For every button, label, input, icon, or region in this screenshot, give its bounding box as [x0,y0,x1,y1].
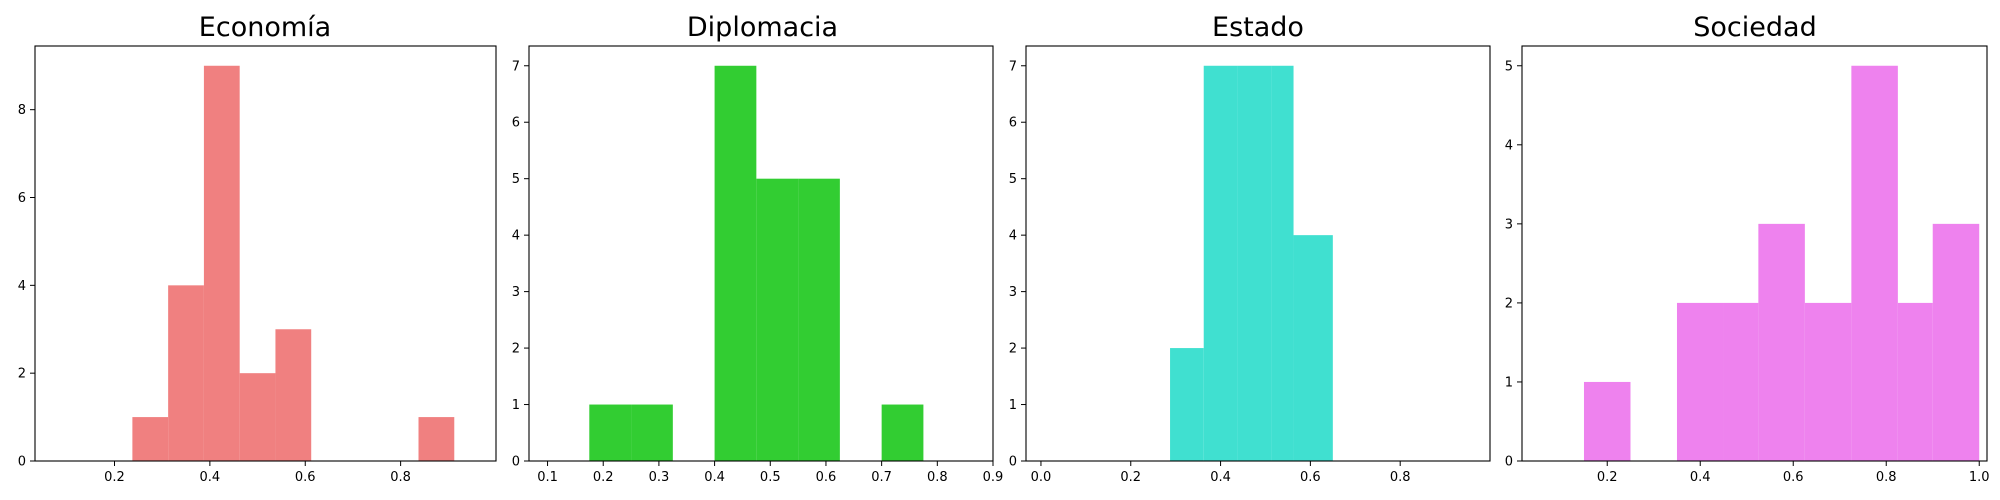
sociedad-bar-4 [1804,302,1852,461]
economia-xtick-label-0: 0.2 [104,470,125,485]
diplomacia-xtick-label-1: 0.2 [593,470,614,485]
sociedad-xtick-label-2: 0.6 [1783,470,1804,485]
economia-ytick-label-3: 6 [18,191,26,206]
diplomacia-ytick-label-7: 7 [512,59,520,74]
diplomacia-xtick-label-6: 0.7 [871,470,892,485]
estado-bar-0 [1170,348,1204,461]
diplomacia-ytick-label-4: 4 [512,229,520,244]
sociedad-axes-frame [1521,45,1988,462]
estado-ytick-label-7: 7 [1009,59,1017,74]
economia-axes-frame [34,45,497,462]
diplomacia-bar-0 [589,404,632,461]
diplomacia-ytick-label-2: 2 [512,342,520,357]
estado-ytick-label-4: 4 [1009,229,1017,244]
sociedad-subplot: Sociedad 0.2 0.4 0.6 0.8 1.0 0 1 2 3 4 5 [1505,12,1990,485]
economia-bar-2 [203,65,240,461]
estado-ytick-label-3: 3 [1009,285,1017,300]
economia-bar-3 [239,373,276,461]
estado-xtick-label-1: 0.2 [1120,470,1141,485]
estado-bar-3 [1271,65,1294,461]
diplomacia-bar-5 [881,404,924,461]
economia-bar-0 [132,417,169,461]
sociedad-xtick-label-1: 0.4 [1690,470,1711,485]
economia-ytick-label-2: 4 [18,279,26,294]
diplomacia-xtick-label-5: 0.6 [816,470,837,485]
economia-xtick-label-2: 0.6 [295,470,316,485]
diplomacia-bar-1 [631,404,673,461]
diplomacia-subplot: Diplomacia 0.1 0.2 0.3 0.4 0.5 0.6 0.7 0.8 0.9 0 1… [512,12,1004,485]
estado-xtick-label-0: 0.0 [1031,470,1052,485]
economia-ytick-label-4: 8 [18,103,26,118]
estado-bar-4 [1293,235,1333,461]
estado-ytick-label-5: 5 [1009,172,1017,187]
estado-bar-1 [1203,65,1238,461]
economia-bar-4 [275,329,312,461]
sociedad-xtick-label-0: 0.2 [1597,470,1618,485]
diplomacia-title: Diplomacia [687,12,838,43]
sociedad-bar-5 [1851,65,1898,461]
estado-xtick-label-2: 0.4 [1210,470,1231,485]
sociedad-ytick-label-2: 2 [1505,296,1513,311]
estado-bar-2 [1237,65,1272,461]
diplomacia-ytick-label-5: 5 [512,172,520,187]
estado-ytick-label-2: 2 [1009,342,1017,357]
sociedad-bar-3 [1758,223,1805,461]
diplomacia-xtick-label-8: 0.9 [983,470,1004,485]
economia-bar-1 [168,285,204,461]
diplomacia-bar-2 [714,65,757,461]
diplomacia-ytick-label-6: 6 [512,116,520,131]
sociedad-bar-0 [1583,381,1631,461]
economia-ytick-label-0: 0 [18,455,26,470]
sociedad-ytick-label-1: 1 [1505,375,1513,390]
diplomacia-bar-3 [756,178,799,461]
diplomacia-xtick-label-2: 0.3 [649,470,670,485]
estado-ytick-label-1: 1 [1009,398,1017,413]
economia-xtick-label-3: 0.8 [390,470,411,485]
economia-title: Economía [199,12,331,43]
economia-xtick-label-1: 0.4 [200,470,221,485]
sociedad-ytick-label-4: 4 [1505,138,1513,153]
diplomacia-xtick-label-4: 0.5 [760,470,781,485]
estado-xtick-label-3: 0.6 [1300,470,1321,485]
sociedad-bar-7 [1932,223,1980,461]
diplomacia-axes-frame [528,45,994,462]
diplomacia-ytick-label-1: 1 [512,398,520,413]
sociedad-xtick-label-4: 1.0 [1969,470,1990,485]
sociedad-title: Sociedad [1693,12,1816,43]
estado-ytick-label-6: 6 [1009,116,1017,131]
diplomacia-ytick-label-0: 0 [512,455,520,470]
diplomacia-xtick-label-7: 0.8 [927,470,948,485]
diplomacia-xtick-label-0: 0.1 [537,470,558,485]
estado-title: Estado [1212,12,1304,43]
sociedad-ytick-label-0: 0 [1505,455,1513,470]
economia-subplot: Economía 0.2 0.4 0.6 0.8 0 2 4 6 8 [18,12,497,485]
estado-axes-frame [1025,45,1491,462]
sociedad-ytick-label-5: 5 [1505,59,1513,74]
estado-ytick-label-0: 0 [1009,455,1017,470]
economia-bar-5 [418,417,455,461]
diplomacia-ytick-label-3: 3 [512,285,520,300]
sociedad-ytick-label-3: 3 [1505,217,1513,232]
sociedad-bar-6 [1897,302,1933,461]
diplomacia-xtick-label-3: 0.4 [704,470,725,485]
diplomacia-bar-4 [798,178,840,461]
estado-xtick-label-4: 0.8 [1390,470,1411,485]
sociedad-bar-1 [1676,302,1724,461]
estado-subplot: Estado 0.0 0.2 0.4 0.6 0.8 0 1 2 3 4 5 6 7 [1009,12,1491,485]
economia-ytick-label-1: 2 [18,367,26,382]
sociedad-bar-2 [1723,302,1759,461]
sociedad-xtick-label-3: 0.8 [1876,470,1897,485]
